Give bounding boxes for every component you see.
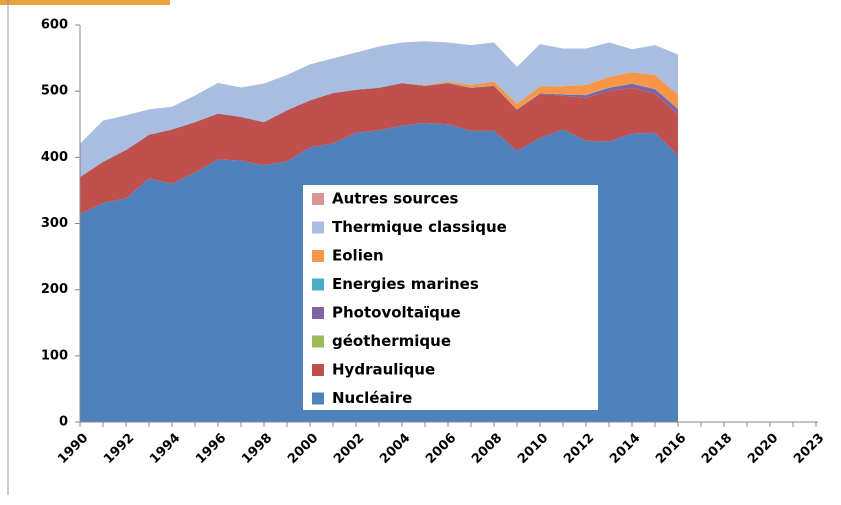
legend-label: Thermique classique bbox=[332, 218, 507, 236]
legend-label: géothermique bbox=[332, 332, 451, 350]
legend-swatch bbox=[312, 392, 324, 405]
legend-label: Nucléaire bbox=[332, 389, 412, 407]
y-tick-label: 600 bbox=[41, 18, 68, 33]
legend-label: Photovoltaïque bbox=[332, 304, 461, 322]
x-tick-label: 2023 bbox=[791, 431, 827, 467]
legend-swatch bbox=[312, 335, 324, 348]
legend: Autres sources Thermique classique Eolien E… bbox=[303, 185, 598, 410]
legend-swatch bbox=[312, 221, 324, 234]
y-tick-label: 400 bbox=[41, 150, 68, 165]
y-tick-label: 300 bbox=[41, 216, 68, 231]
legend-swatch bbox=[312, 278, 324, 291]
legend-swatch bbox=[312, 364, 324, 376]
legend-label: Hydraulique bbox=[332, 361, 435, 379]
y-tick-label: 200 bbox=[41, 282, 68, 297]
legend-swatch bbox=[312, 250, 324, 262]
x-tick-label: 2020 bbox=[745, 431, 781, 467]
y-tick-label: 0 bbox=[59, 415, 68, 430]
x-tick-label: 2000 bbox=[285, 431, 321, 467]
x-tick-label: 1998 bbox=[239, 431, 275, 467]
legend-label: Energies marines bbox=[332, 275, 479, 293]
legend-swatch bbox=[312, 307, 324, 319]
x-tick-label: 1992 bbox=[101, 431, 137, 467]
x-tick-label: 2004 bbox=[377, 431, 413, 467]
x-tick-label: 2010 bbox=[515, 431, 551, 467]
x-tick-label: 1990 bbox=[55, 431, 91, 467]
legend-swatch bbox=[312, 193, 324, 205]
x-tick-label: 1994 bbox=[147, 431, 183, 467]
legend-label: Eolien bbox=[332, 247, 384, 265]
x-tick-label: 2018 bbox=[699, 431, 735, 467]
y-tick-label: 500 bbox=[41, 84, 68, 99]
x-tick-label: 2016 bbox=[653, 431, 689, 467]
x-tick-label: 2008 bbox=[469, 431, 505, 467]
legend-label: Autres sources bbox=[332, 190, 459, 208]
area bbox=[80, 83, 678, 215]
legend-box bbox=[303, 185, 598, 410]
x-tick-label: 2012 bbox=[561, 431, 597, 467]
x-tick-label: 2014 bbox=[607, 431, 643, 467]
decor-bar bbox=[0, 0, 170, 5]
area bbox=[80, 72, 678, 177]
x-tick-label: 1996 bbox=[193, 431, 229, 467]
x-tick-label: 2002 bbox=[331, 431, 367, 467]
x-tick-label: 2006 bbox=[423, 431, 459, 467]
area bbox=[80, 41, 678, 177]
y-tick-label: 100 bbox=[41, 348, 68, 363]
